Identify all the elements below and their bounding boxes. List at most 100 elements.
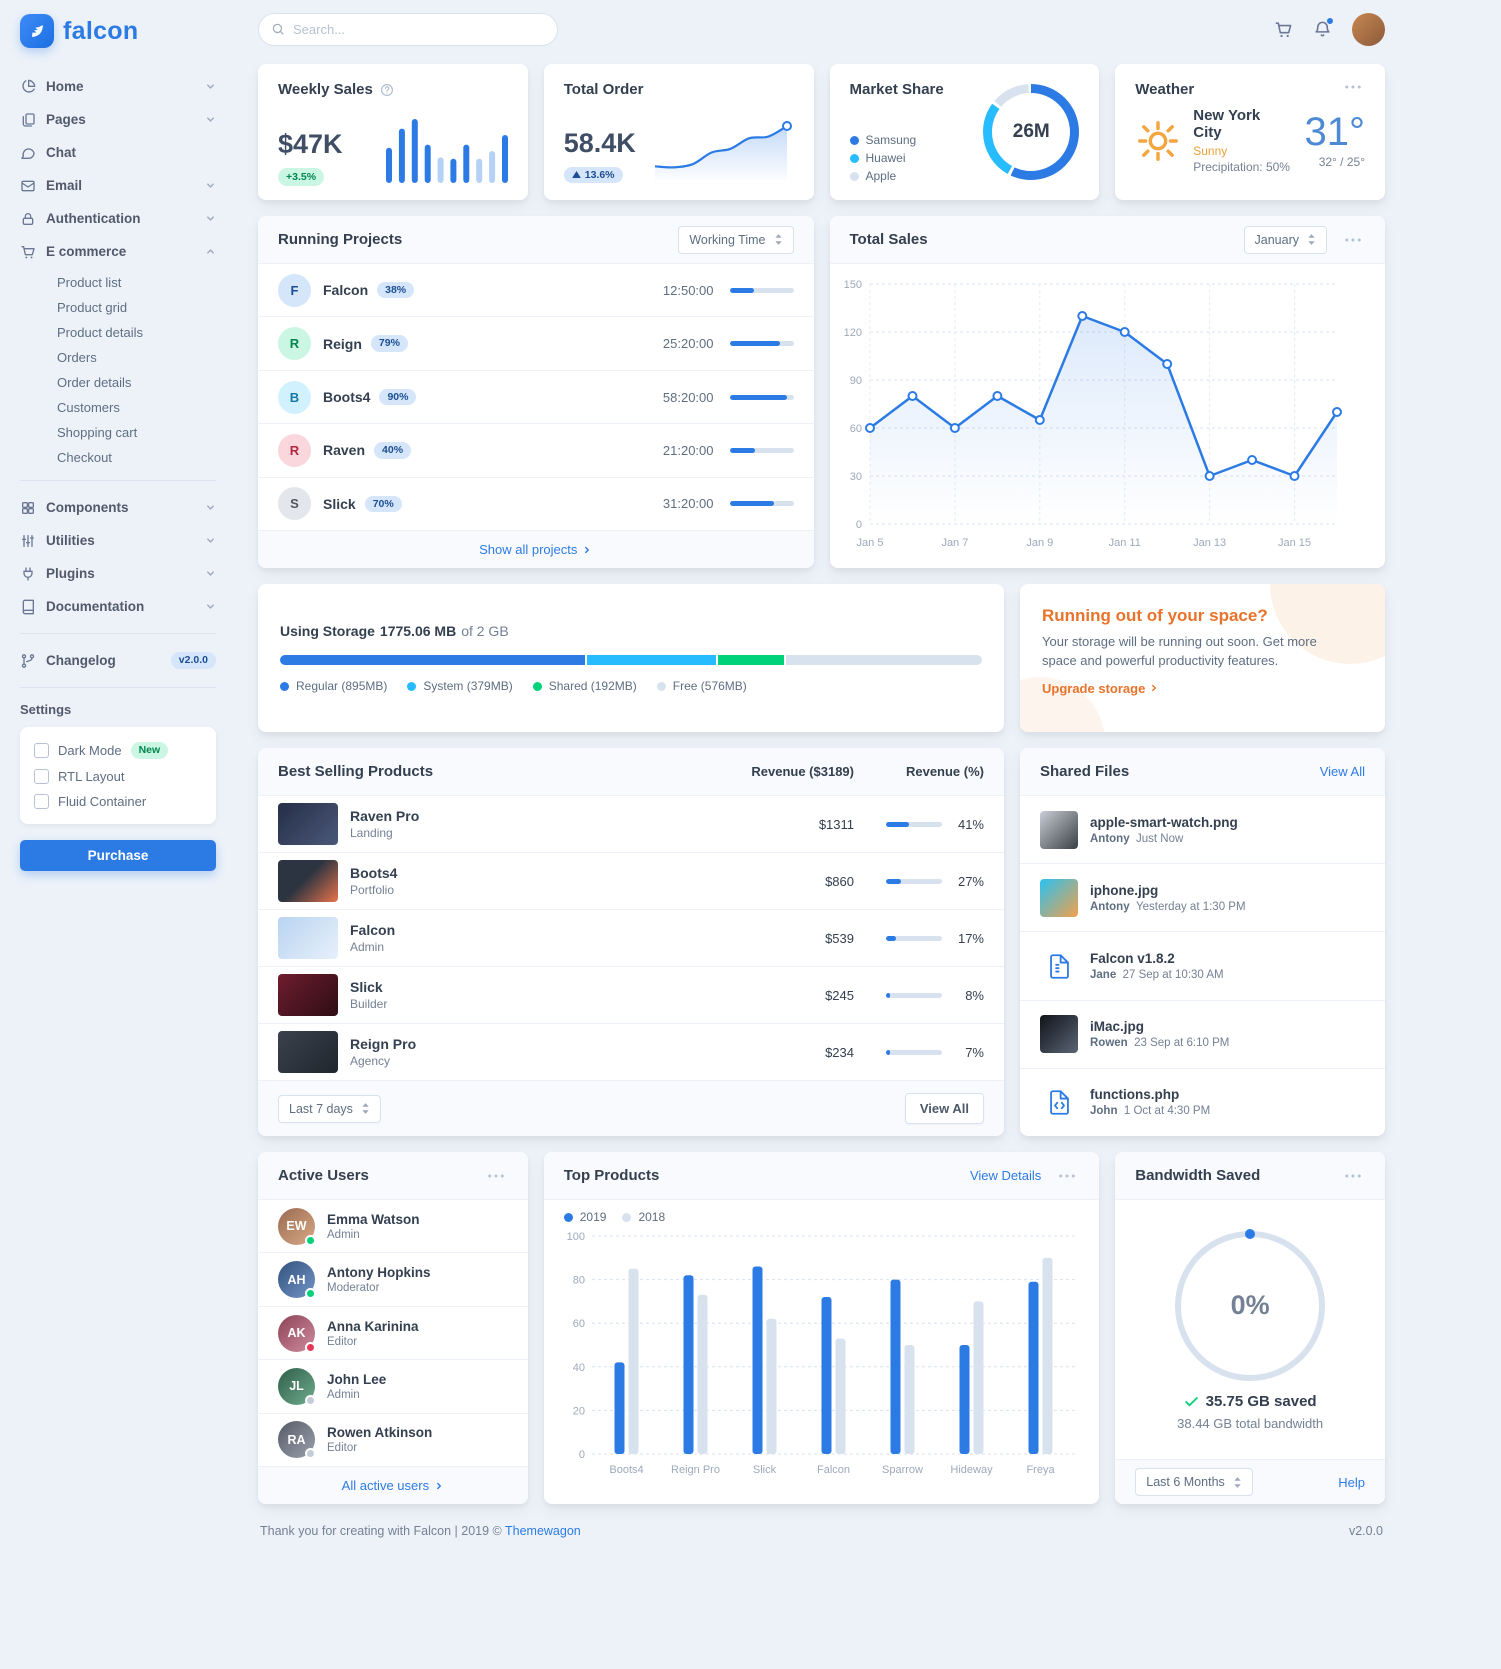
last-6-months-select[interactable]: Last 6 Months	[1135, 1468, 1253, 1496]
setting-checkbox[interactable]	[34, 768, 49, 784]
sidebar-subitem-customers[interactable]: Customers	[57, 400, 120, 415]
setting-rtl-layout[interactable]: RTL Layout	[32, 764, 204, 789]
chevron-down-icon	[205, 502, 216, 513]
legend-item-2019[interactable]: 2019	[563, 1210, 606, 1224]
product-row-falcon[interactable]: Falcon Admin $539 17%	[258, 910, 1004, 967]
sidebar-subitem-checkout[interactable]: Checkout	[57, 450, 112, 465]
project-row-falcon[interactable]: F Falcon 38% 12:50:00	[258, 264, 814, 318]
sidebar-item-email[interactable]: Email	[20, 169, 216, 202]
sidebar-item-changelog[interactable]: Changelog v2.0.0	[20, 644, 216, 677]
user-row-antony-hopkins[interactable]: AH Antony Hopkins Moderator	[258, 1253, 528, 1307]
market-share-total: 26M	[1012, 121, 1050, 142]
sidebar-item-components[interactable]: Components	[20, 491, 216, 524]
sidebar-subitem-orders[interactable]: Orders	[57, 350, 97, 365]
help-link[interactable]: Help	[1338, 1474, 1365, 1490]
sidebar-item-e-commerce[interactable]: E commerce	[20, 235, 216, 268]
more-options-icon[interactable]	[1055, 1170, 1079, 1182]
view-details-link[interactable]: View Details	[969, 1168, 1042, 1183]
user-role: Moderator	[327, 1282, 380, 1295]
show-all-projects-link[interactable]: Show all projects	[258, 530, 814, 568]
sidebar-item-pages[interactable]: Pages	[20, 103, 216, 136]
search-input[interactable]	[258, 12, 558, 46]
sidebar-item-label: E commerce	[46, 244, 127, 259]
file-row-iphone-jpg[interactable]: iphone.jpg Antony Yesterday at 1:30 PM	[1020, 864, 1385, 933]
view-all-button[interactable]: View All	[904, 1093, 984, 1124]
product-row-slick[interactable]: Slick Builder $245 8%	[258, 967, 1004, 1024]
user-row-rowen-atkinson[interactable]: RA Rowen Atkinson Editor	[258, 1414, 528, 1466]
user-avatar[interactable]	[1352, 12, 1385, 46]
sidebar-subitem-shopping-cart[interactable]: Shopping cart	[57, 425, 138, 440]
setting-fluid-container[interactable]: Fluid Container	[32, 789, 204, 814]
project-row-boots4[interactable]: B Boots4 90% 58:20:00	[258, 371, 814, 425]
svg-text:Boots4: Boots4	[609, 1464, 643, 1476]
themewagon-link[interactable]: Themewagon	[505, 1524, 581, 1538]
project-progress-badge: 79%	[370, 335, 408, 352]
sidebar-subitem-product-list[interactable]: Product list	[57, 275, 122, 290]
status-dot	[305, 1234, 316, 1246]
product-thumbnail	[278, 860, 338, 902]
more-options-icon[interactable]	[484, 1170, 508, 1182]
product-row-raven-pro[interactable]: Raven Pro Landing $1311 41%	[258, 796, 1004, 853]
more-options-icon[interactable]	[1341, 234, 1365, 246]
sidebar-subitem-order-details[interactable]: Order details	[57, 375, 132, 390]
user-row-anna-karinina[interactable]: AK Anna Karinina Editor	[258, 1307, 528, 1361]
best-selling-list: Raven Pro Landing $1311 41% Boots4 Portfolio $…	[258, 796, 1004, 1080]
sidebar-item-utilities[interactable]: Utilities	[20, 524, 216, 557]
file-row-functions-php[interactable]: functions.php John 1 Oct at 4:30 PM	[1020, 1069, 1385, 1136]
month-select[interactable]: January	[1243, 225, 1327, 254]
bandwidth-card: Bandwidth Saved 0% 35.75 GB saved 38.44 …	[1115, 1152, 1385, 1504]
file-row-falcon-v1-8-2[interactable]: Falcon v1.8.2 Jane 27 Sep at 10:30 AM	[1020, 932, 1385, 1001]
storage-legend-item: Shared (192MB)	[532, 679, 637, 693]
purchase-button[interactable]: Purchase	[20, 839, 216, 871]
bandwidth-total: 38.44 GB total bandwidth	[1177, 1415, 1324, 1431]
file-row-imac-jpg[interactable]: iMac.jpg Rowen 23 Sep at 6:10 PM	[1020, 1001, 1385, 1069]
file-row-apple-smart-watch-png[interactable]: apple-smart-watch.png Antony Just Now	[1020, 796, 1385, 865]
sidebar-item-authentication[interactable]: Authentication	[20, 202, 216, 235]
project-row-slick[interactable]: S Slick 70% 31:20:00	[258, 478, 814, 530]
user-row-emma-watson[interactable]: EW Emma Watson Admin	[258, 1200, 528, 1254]
sidebar-item-plugins[interactable]: Plugins	[20, 557, 216, 590]
setting-checkbox[interactable]	[34, 742, 49, 758]
project-time: 25:20:00	[662, 336, 714, 352]
cart-icon	[1274, 20, 1293, 39]
file-name: iphone.jpg	[1090, 882, 1159, 898]
all-active-users-link[interactable]: All active users	[258, 1466, 528, 1504]
space-warning-body: Your storage will be running out soon. G…	[1042, 634, 1317, 668]
sidebar-item-label: Components	[46, 500, 129, 515]
storage-legend-item: System (379MB)	[407, 679, 513, 693]
shared-files-view-all-link[interactable]: View All	[1319, 764, 1365, 779]
user-row-john-lee[interactable]: JL John Lee Admin	[258, 1360, 528, 1414]
legend-item-2018[interactable]: 2018	[622, 1210, 665, 1224]
caret-up-icon	[571, 171, 581, 179]
help-icon[interactable]	[380, 83, 394, 97]
revenue-column-header: Revenue ($3189)	[751, 764, 854, 779]
sidebar-item-home[interactable]: Home	[20, 70, 216, 103]
sidebar-subitem-product-details[interactable]: Product details	[57, 325, 143, 340]
project-row-raven[interactable]: R Raven 40% 21:20:00	[258, 424, 814, 478]
more-options-icon[interactable]	[1341, 1170, 1365, 1182]
file-name: functions.php	[1090, 1087, 1180, 1103]
weekly-sales-card: Weekly Sales $47K +3.5%	[258, 64, 528, 200]
project-progress-bar	[729, 287, 794, 293]
upgrade-storage-link[interactable]: Upgrade storage	[1042, 681, 1363, 696]
setting-dark-mode[interactable]: Dark Mode New	[32, 737, 204, 764]
project-row-reign[interactable]: R Reign 79% 25:20:00	[258, 317, 814, 371]
chevron-right-icon	[1149, 683, 1159, 693]
product-row-reign-pro[interactable]: Reign Pro Agency $234 7%	[258, 1024, 1004, 1080]
sidebar-subitem-product-grid[interactable]: Product grid	[57, 300, 128, 315]
working-time-select[interactable]: Working Time	[678, 225, 794, 254]
last-7-days-select[interactable]: Last 7 days	[278, 1094, 381, 1123]
new-badge: New	[130, 742, 169, 759]
notifications-button[interactable]	[1313, 16, 1334, 39]
search-box	[258, 12, 558, 46]
user-name: Rowen Atkinson	[327, 1425, 433, 1441]
cart-button[interactable]	[1274, 20, 1293, 39]
sidebar-item-chat[interactable]: Chat	[20, 136, 216, 169]
falcon-logo-icon	[20, 14, 54, 48]
brand-logo[interactable]: falcon	[20, 14, 216, 48]
product-row-boots4[interactable]: Boots4 Portfolio $860 27%	[258, 853, 1004, 910]
product-name: Slick	[350, 979, 383, 995]
setting-checkbox[interactable]	[34, 793, 49, 809]
sidebar-item-documentation[interactable]: Documentation	[20, 590, 216, 623]
more-options-icon[interactable]	[1341, 81, 1365, 93]
